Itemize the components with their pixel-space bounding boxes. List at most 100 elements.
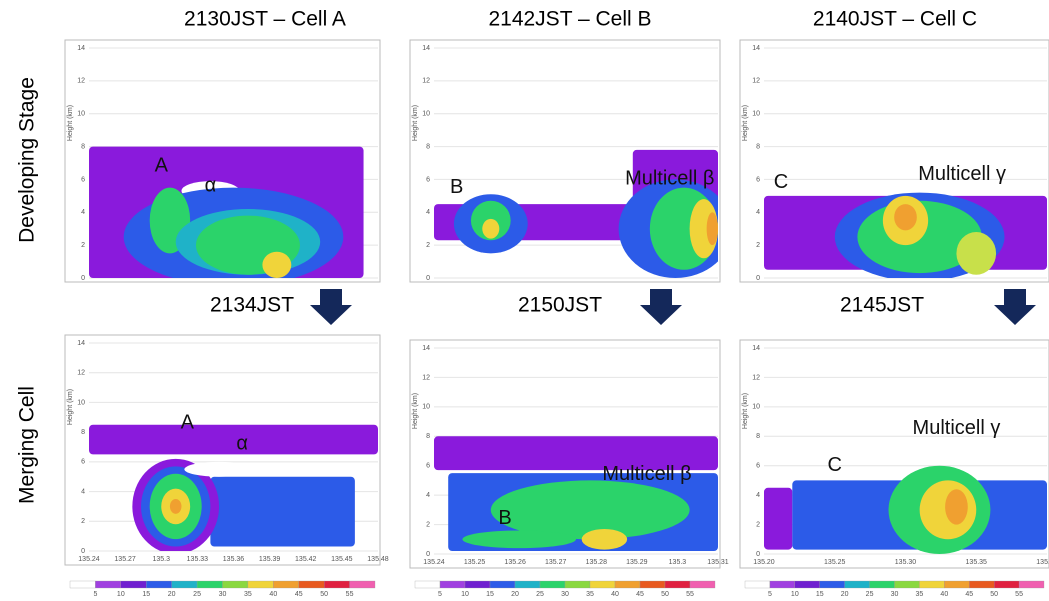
contours (764, 193, 1047, 282)
y-tick-label: 12 (422, 78, 430, 85)
x-tick-label: 135.25 (824, 559, 846, 566)
colorbar-swatch (197, 581, 222, 588)
colorbar-swatch (615, 581, 640, 588)
y-tick-label: 12 (752, 78, 760, 85)
annotation: A (155, 155, 169, 177)
y-tick-label: 8 (426, 143, 430, 150)
colorbar-swatch (795, 581, 820, 588)
colorbar-tick-label: 55 (346, 591, 354, 598)
colorbar-swatch (172, 581, 197, 588)
annotation: Multicell β (602, 463, 691, 485)
y-tick-label: 10 (422, 111, 430, 118)
colorbar-swatch (540, 581, 565, 588)
annotation: α (236, 432, 248, 454)
y-tick-label: 4 (426, 209, 430, 216)
colorbar-swatch (745, 581, 770, 588)
column-title: 2140JST – Cell C (813, 8, 977, 31)
y-tick-label: 2 (756, 242, 760, 249)
y-tick-label: 0 (756, 551, 760, 558)
colorbar-tick-label: 30 (219, 591, 227, 598)
contours (434, 436, 718, 551)
colorbar-swatch (440, 581, 465, 588)
colorbar-tick-label: 25 (866, 591, 874, 598)
y-tick-label: 12 (77, 370, 85, 377)
row-label: Developing Stage (16, 77, 39, 243)
colorbar-swatch (95, 581, 120, 588)
y-tick-label: 0 (81, 275, 85, 282)
colorbar-swatch (665, 581, 690, 588)
contour (582, 529, 627, 550)
y-axis-label: Height (km) (67, 105, 74, 141)
colorbar-tick-label: 10 (461, 591, 469, 598)
y-tick-label: 2 (426, 521, 430, 528)
y-tick-label: 0 (756, 275, 760, 282)
annotation: C (774, 171, 788, 193)
colorbar-tick-label: 15 (142, 591, 150, 598)
y-tick-label: 8 (756, 143, 760, 150)
colorbar-swatch (121, 581, 146, 588)
y-tick-label: 10 (752, 111, 760, 118)
colorbar-swatch (944, 581, 969, 588)
colorbar-swatch (770, 581, 795, 588)
colorbar-swatch (919, 581, 944, 588)
colorbar-tick-label: 10 (791, 591, 799, 598)
y-tick-label: 6 (756, 176, 760, 183)
x-tick-label: 135.24 (78, 556, 100, 563)
y-tick-label: 8 (81, 143, 85, 150)
x-tick-label: 135.36 (223, 556, 245, 563)
y-tick-label: 8 (426, 433, 430, 440)
colorbar-swatch (969, 581, 994, 588)
y-tick-label: 0 (426, 551, 430, 558)
colorbar-tick-label: 45 (636, 591, 644, 598)
colorbar: 510152025303540455055 (415, 581, 715, 598)
x-tick-label: 135.27 (114, 556, 136, 563)
colorbar-tick-label: 15 (816, 591, 824, 598)
annotation: Multicell γ (913, 417, 1001, 439)
x-tick-label: 135.48 (367, 556, 389, 563)
contour (956, 232, 996, 275)
y-tick-label: 12 (422, 374, 430, 381)
contour (764, 488, 792, 550)
x-tick-label: 135.40 (1036, 559, 1049, 566)
y-tick-label: 0 (426, 275, 430, 282)
colorbar-tick-label: 30 (891, 591, 899, 598)
y-tick-label: 4 (426, 492, 430, 499)
colorbar-tick-label: 45 (965, 591, 973, 598)
y-tick-label: 4 (81, 488, 85, 495)
colorbar-swatch (299, 581, 324, 588)
annotation: C (828, 454, 842, 476)
colorbar-tick-label: 5 (768, 591, 772, 598)
y-tick-label: 14 (77, 340, 85, 347)
y-axis-label: Height (km) (412, 393, 419, 429)
y-tick-label: 8 (756, 433, 760, 440)
y-tick-label: 2 (81, 518, 85, 525)
colorbar-swatch (223, 581, 248, 588)
colorbar-tick-label: 5 (93, 591, 97, 598)
y-axis-label: Height (km) (742, 393, 749, 429)
y-tick-label: 10 (422, 404, 430, 411)
y-axis-label: Height (km) (412, 105, 419, 141)
colorbar-tick-label: 35 (586, 591, 594, 598)
contour (462, 530, 576, 548)
colorbar-tick-label: 50 (661, 591, 669, 598)
x-tick-label: 135.28 (586, 559, 608, 566)
colorbar-tick-label: 40 (940, 591, 948, 598)
x-tick-label: 135.30 (895, 559, 917, 566)
colorbar-tick-label: 35 (916, 591, 924, 598)
y-tick-label: 0 (81, 548, 85, 555)
figure: 2130JST – Cell A 2142JST – Cell B 2140JS… (0, 0, 1049, 601)
colorbar-tick-label: 30 (561, 591, 569, 598)
colorbar-tick-label: 10 (117, 591, 125, 598)
contour (707, 212, 718, 245)
colorbar-tick-label: 20 (168, 591, 176, 598)
colorbar-tick-label: 25 (193, 591, 201, 598)
colorbar-swatch (248, 581, 273, 588)
y-tick-label: 6 (426, 176, 430, 183)
column-title: 2142JST – Cell B (488, 8, 651, 31)
colorbar-swatch (640, 581, 665, 588)
colorbar-tick-label: 55 (1015, 591, 1023, 598)
